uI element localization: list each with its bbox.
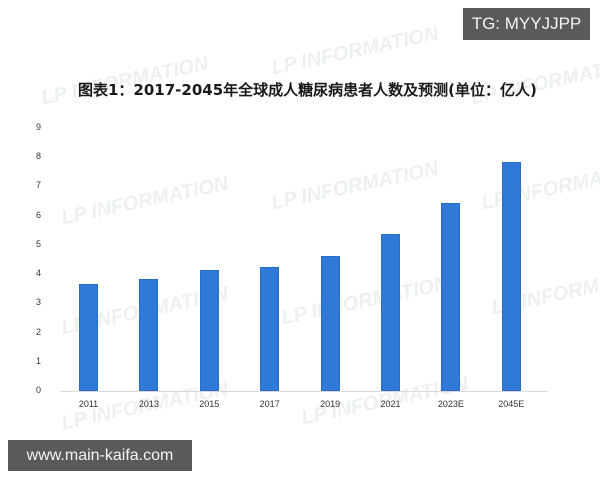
bar-2011 <box>79 284 98 391</box>
watermark: LP INFORMATION <box>279 272 451 330</box>
x-tick-label: 2017 <box>259 399 280 409</box>
bar-2015 <box>199 269 219 391</box>
bar-2013 <box>139 279 159 391</box>
x-tick-label: 2021 <box>380 399 401 409</box>
bar-2023e <box>441 203 461 391</box>
tg-contact-badge: TG: MYYJJPP <box>463 8 590 40</box>
x-tick-label: 2019 <box>320 399 341 409</box>
bar-2021 <box>381 234 400 391</box>
y-tick-label: 0 <box>36 385 42 395</box>
chart-title: 图表1：2017-2045年全球成人糖尿病患者人数及预测(单位：亿人) <box>78 81 537 99</box>
website-url-badge: www.main-kaifa.com <box>8 440 192 471</box>
x-tick-label: 2015 <box>199 399 220 409</box>
y-tick-label: 9 <box>36 122 42 132</box>
x-tick-label: 2011 <box>78 399 99 409</box>
watermark: LP INFORMATION <box>269 157 441 215</box>
bar-2019 <box>320 255 340 391</box>
x-axis-line <box>60 391 548 392</box>
x-tick-label: 2013 <box>138 399 159 409</box>
x-tick-label: 2045E <box>498 399 525 409</box>
watermark: LP INFORMATION <box>59 172 231 230</box>
x-tick-label: 2023E <box>437 399 464 409</box>
y-tick-label: 7 <box>36 180 42 191</box>
y-tick-label: 4 <box>36 268 42 279</box>
y-tick-label: 6 <box>36 209 42 220</box>
bar-2017 <box>260 266 280 391</box>
bar-2045e <box>501 162 521 391</box>
y-tick-label: 8 <box>36 151 42 162</box>
watermark: LP INFORMATION <box>269 22 441 80</box>
y-tick-label: 5 <box>36 238 42 249</box>
y-tick-label: 3 <box>36 297 42 308</box>
y-tick-label: 1 <box>36 355 42 366</box>
y-tick-label: 2 <box>36 326 42 337</box>
watermark: LP INFORMATION <box>479 157 600 215</box>
